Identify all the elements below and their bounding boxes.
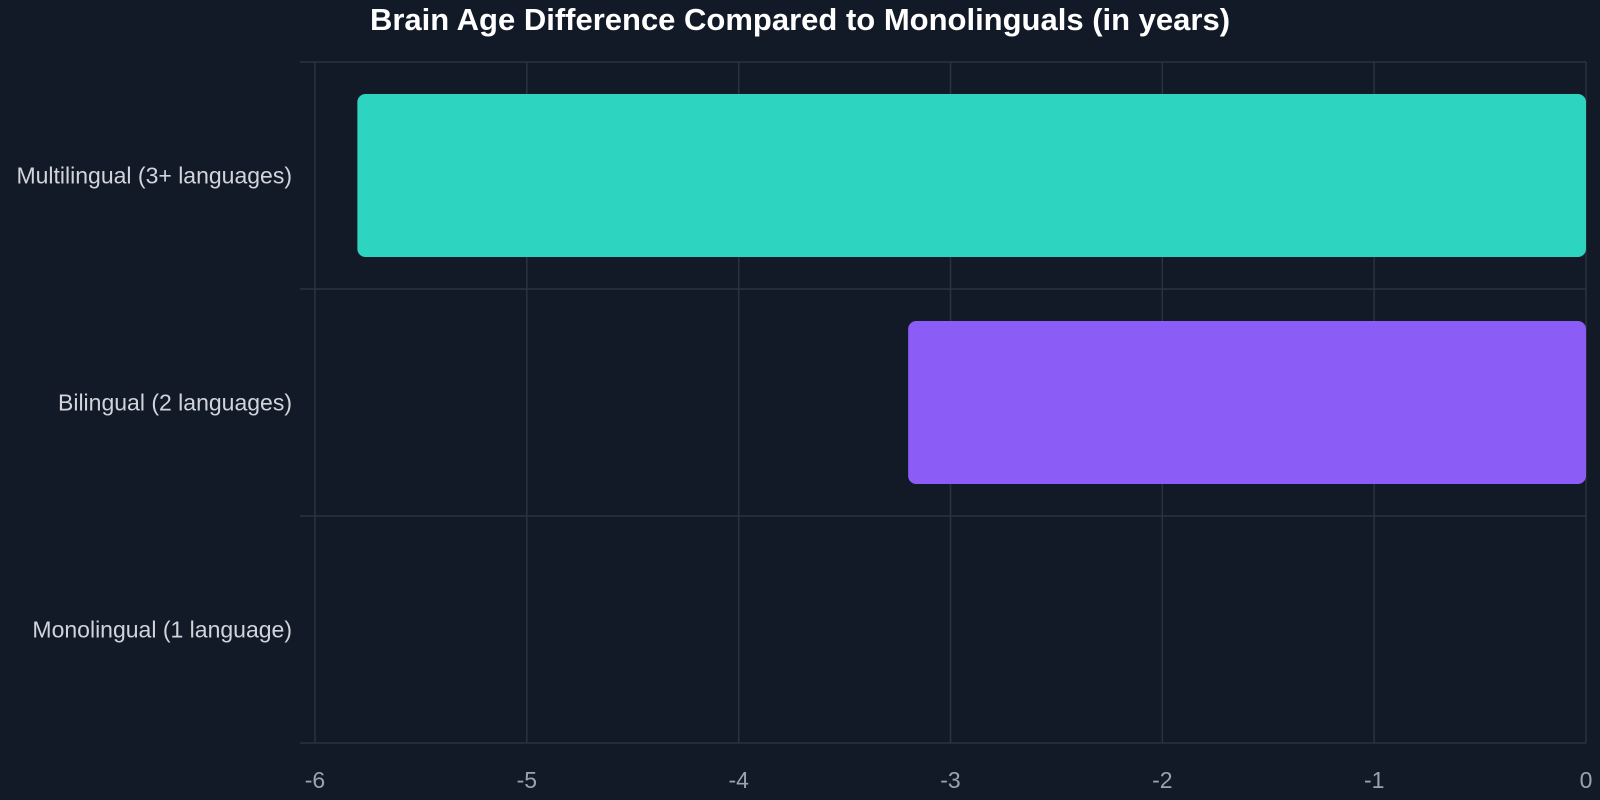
x-tick-label: -4 [728,767,749,793]
chart-title: Brain Age Difference Compared to Monolin… [370,2,1230,37]
category-label: Multilingual (3+ languages) [16,163,292,189]
x-tick-label: -3 [940,767,960,793]
category-label: Monolingual (1 language) [32,617,292,643]
x-tick-label: -1 [1364,767,1384,793]
x-tick-label: -6 [305,767,325,793]
bar [357,94,1586,257]
bar [908,321,1586,484]
bars-layer [357,94,1586,484]
x-tick-label: -2 [1152,767,1172,793]
category-label: Bilingual (2 languages) [58,390,292,416]
category-labels: Multilingual (3+ languages) Bilingual (2 … [16,163,292,643]
x-tick-label: 0 [1580,767,1593,793]
x-axis-ticks: -6 -5 -4 -3 -2 -1 0 [305,767,1593,793]
x-tick-label: -5 [517,767,537,793]
